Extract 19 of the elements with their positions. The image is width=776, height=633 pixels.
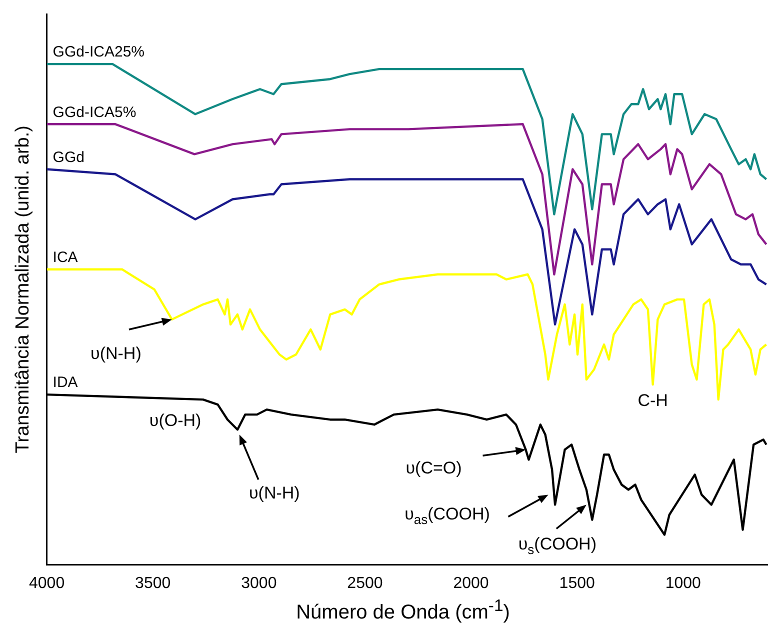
annotation: C-H <box>638 391 668 410</box>
x-axis-title: Número de Onda (cm$^{-1}$) <box>295 596 511 625</box>
x-tick-label: 4000 <box>29 574 65 592</box>
annotation: υ(N-H) <box>90 344 142 364</box>
y-axis-title: Transmitância Normalizada (unid. arb.) <box>12 126 34 454</box>
series-label: GGd-ICA5% <box>52 104 136 121</box>
x-tick-label: 3500 <box>135 574 171 592</box>
x-tick-label: 2500 <box>347 574 383 592</box>
series-label: GGd-ICA25% <box>52 44 145 61</box>
annotation: υ(N-H) <box>248 483 300 502</box>
series-label: GGd <box>52 148 84 166</box>
annotation: υ(C=O) <box>406 458 462 478</box>
x-tick-label: 2000 <box>453 574 489 592</box>
series-label: IDA <box>52 374 78 392</box>
series-label: ICA <box>52 249 78 266</box>
x-tick-label: 1500 <box>559 574 595 592</box>
x-tick-label: 1000 <box>665 574 702 592</box>
annotation: υ(O-H) <box>149 411 202 430</box>
x-tick-label: 3000 <box>241 574 277 592</box>
